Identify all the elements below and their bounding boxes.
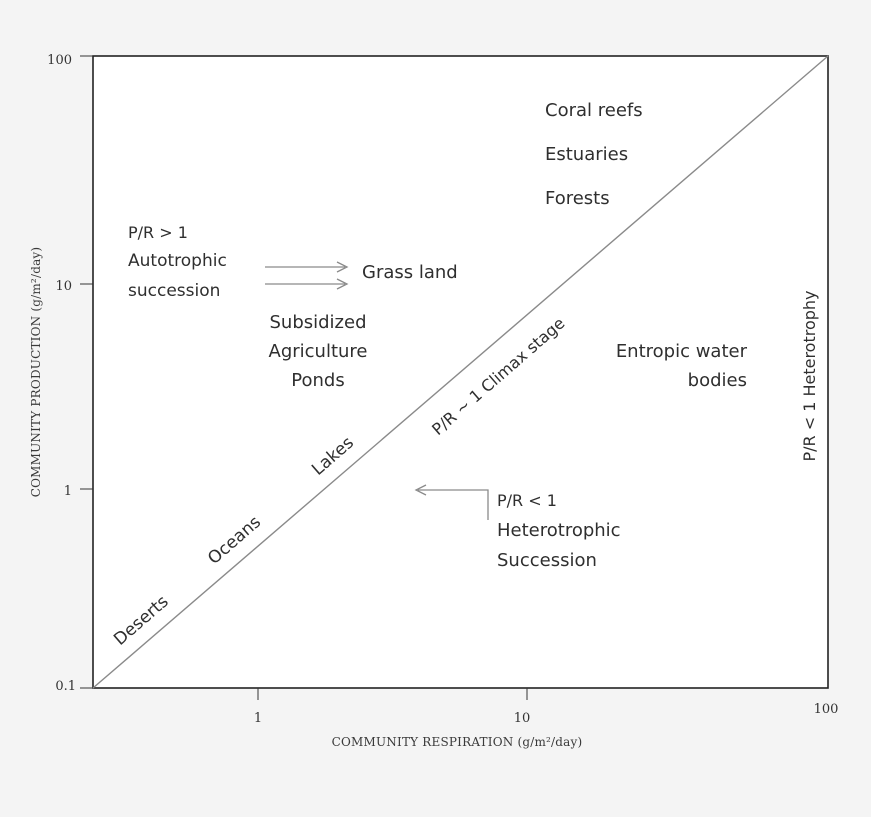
x-axis-title: COMMUNITY RESPIRATION (g/m²/day) <box>332 735 583 749</box>
label-pr-lt-1: P/R < 1 <box>497 491 557 510</box>
y-tick-label-0.1: 0.1 <box>55 679 76 694</box>
y-tick-label-100: 100 <box>47 53 72 68</box>
label-estuaries: Estuaries <box>545 144 628 165</box>
label-pr-gt-1: P/R > 1 <box>128 223 188 242</box>
x-tick-label-10: 10 <box>514 711 531 726</box>
label-entropic-water: Entropic water <box>616 341 748 362</box>
label-succession: succession <box>128 281 220 301</box>
y-tick-label-1: 1 <box>64 484 72 499</box>
label-bodies: bodies <box>688 370 747 391</box>
label-coral-reefs: Coral reefs <box>545 100 643 121</box>
label-heterotrophic: Heterotrophic <box>497 520 621 541</box>
label-grass-land: Grass land <box>362 262 458 283</box>
label-succession-cap: Succession <box>497 550 597 571</box>
autotrophic-arrow <box>265 261 349 290</box>
x-axis-ticks <box>257 688 528 700</box>
label-autotrophic: Autotrophic <box>128 251 227 271</box>
label-subsidized: Subsidized <box>269 312 366 333</box>
label-ponds: Ponds <box>291 370 344 391</box>
y-axis-ticks <box>80 55 93 689</box>
x-tick-label-100: 100 <box>814 702 839 717</box>
y-axis-title: COMMUNITY PRODUCTION (g/m²/day) <box>29 247 43 498</box>
label-agriculture: Agriculture <box>269 341 368 362</box>
label-heterotrophy: P/R < 1 Heterotrophy <box>800 290 819 461</box>
x-tick-label-1: 1 <box>254 711 262 726</box>
y-tick-label-10: 10 <box>55 279 72 294</box>
heterotrophic-arrow <box>414 484 489 520</box>
pr-equals-one-line <box>92 55 829 689</box>
label-forests: Forests <box>545 188 610 209</box>
